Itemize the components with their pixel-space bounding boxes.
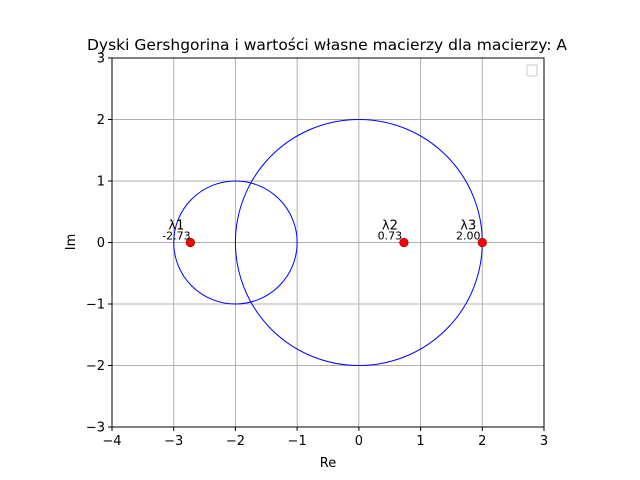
eigenvalue-point-2 [399, 237, 409, 248]
x-axis-label: Re [320, 456, 336, 471]
x-tick-label: −3 [164, 434, 183, 449]
y-axis-label: Im [64, 234, 79, 251]
eigenvalue-value-3: 2.00 [456, 230, 481, 243]
x-axis-ticks: −4 −3 −2 −1 0 1 2 3 [102, 427, 548, 449]
eigenvalue-annotations: λ1-2.73 λ20.73 λ32.00 [162, 219, 480, 243]
x-tick-label: 0 [355, 434, 363, 449]
y-tick-label: 3 [97, 52, 105, 67]
x-tick-label: −2 [226, 434, 245, 449]
eigenvalue-point-3 [477, 237, 487, 248]
eigenvalue-name-3: λ3 [460, 219, 476, 234]
y-tick-label: −3 [86, 421, 105, 436]
x-tick-label: 3 [540, 434, 548, 449]
y-tick-label: −1 [86, 298, 105, 313]
y-tick-label: 2 [97, 113, 105, 128]
y-tick-label: −2 [86, 359, 105, 374]
eigenvalue-points [185, 237, 487, 248]
grid-lines [111, 57, 545, 428]
eigenvalue-value-2: 0.73 [378, 230, 403, 243]
y-axis-ticks: −3 −2 −1 0 1 2 3 [86, 52, 112, 436]
x-tick-label: −1 [288, 434, 307, 449]
x-tick-label: −4 [102, 434, 121, 449]
eigenvalue-name-2: λ2 [382, 219, 398, 234]
gershgorin-disc-1 [173, 180, 298, 305]
y-tick-label: 0 [97, 236, 105, 251]
eigenvalue-name-1: λ1 [168, 219, 184, 234]
x-tick-label: 1 [416, 434, 424, 449]
x-tick-label: 2 [478, 434, 486, 449]
y-tick-label: 1 [97, 175, 105, 190]
chart-title: Dyski Gershgorina i wartości własne maci… [87, 36, 567, 54]
eigenvalue-value-1: -2.73 [162, 230, 190, 243]
eigenvalue-point-1 [185, 237, 195, 248]
legend-box [526, 64, 538, 77]
